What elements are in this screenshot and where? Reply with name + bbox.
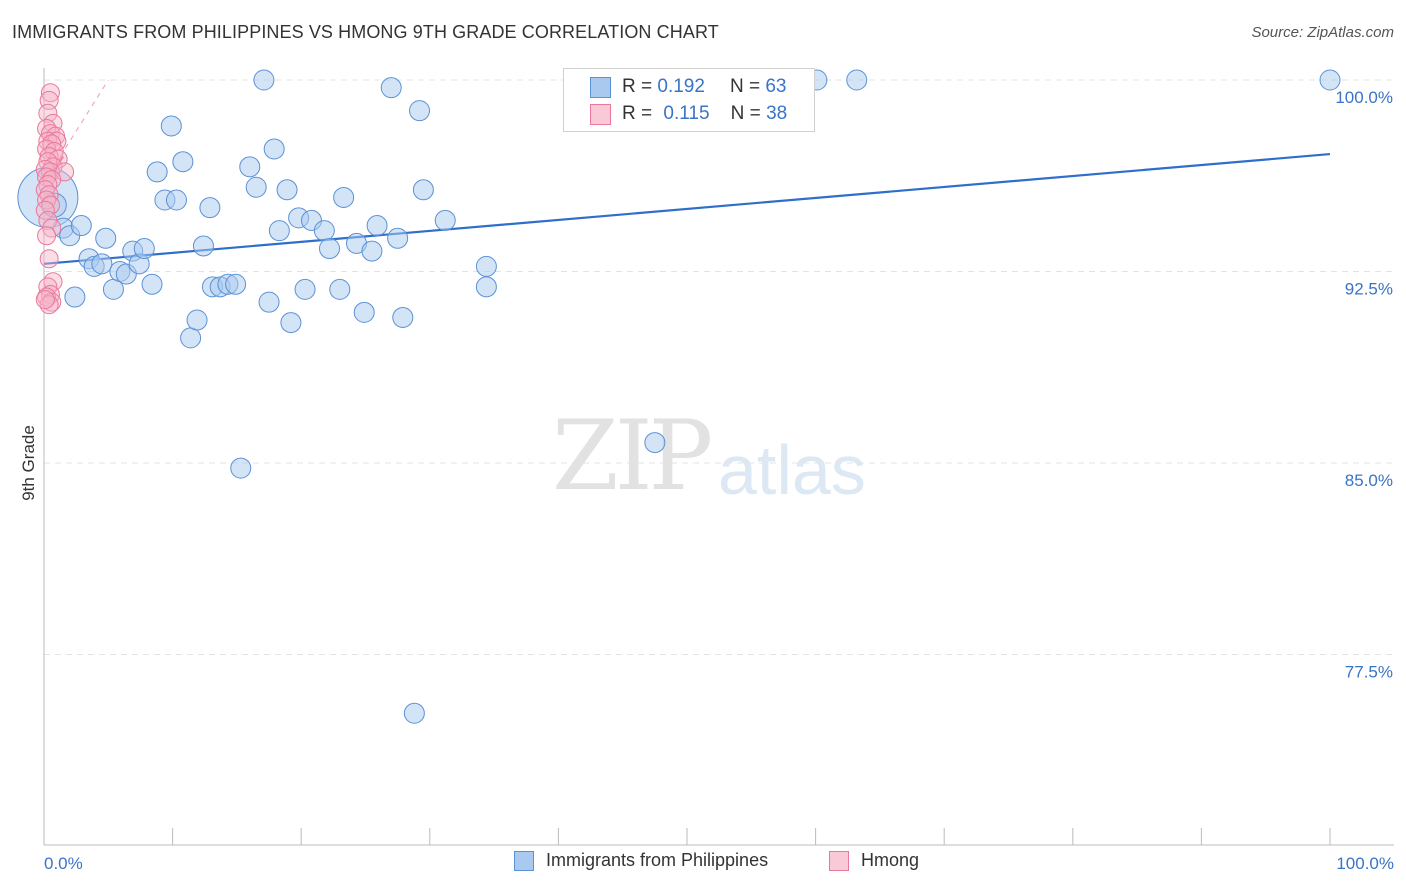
point-philippines <box>387 227 409 249</box>
legend-r-label: R = <box>622 76 653 97</box>
point-philippines <box>192 235 214 257</box>
point-philippines <box>333 186 355 208</box>
point-philippines <box>91 253 113 275</box>
point-hmong <box>42 170 62 190</box>
point-philippines <box>141 273 163 295</box>
point-philippines <box>70 215 92 237</box>
point-philippines <box>353 301 375 323</box>
legend-row-hmong: R = 0.115 N = 38 <box>622 102 787 126</box>
legend-label-hmong: Hmong <box>861 850 920 870</box>
point-philippines <box>239 156 261 178</box>
y-axis-label: 9th Grade <box>19 425 38 501</box>
source-label: Source: ZipAtlas.com <box>1251 24 1394 41</box>
point-philippines <box>95 227 117 249</box>
legend-r-value: 0.115 <box>663 103 710 124</box>
point-philippines <box>1319 69 1341 91</box>
watermark-zip: ZIP <box>552 400 713 512</box>
point-philippines <box>475 255 497 277</box>
legend-n-value: 63 <box>765 76 787 97</box>
point-hmong <box>40 83 60 103</box>
point-philippines <box>225 273 247 295</box>
trend-line-philippines <box>43 152 1331 265</box>
legend-swatch-blue <box>590 77 611 98</box>
legend-swatch-blue <box>514 850 534 871</box>
point-philippines <box>199 197 221 219</box>
point-philippines <box>180 327 202 349</box>
point-philippines <box>318 238 340 260</box>
point-philippines <box>146 161 168 183</box>
point-philippines <box>294 278 316 300</box>
point-philippines <box>392 306 414 328</box>
series-legend: Immigrants from Philippines Hmong <box>0 850 1406 880</box>
point-philippines <box>361 240 383 262</box>
point-philippines <box>412 179 434 201</box>
point-philippines <box>329 278 351 300</box>
point-philippines <box>403 702 425 724</box>
point-philippines <box>263 138 285 160</box>
point-philippines <box>160 115 182 137</box>
legend-swatch-pink <box>590 104 611 125</box>
point-hmong <box>38 103 58 123</box>
point-philippines <box>133 238 155 260</box>
legend-item-hmong[interactable]: Hmong <box>829 850 919 871</box>
point-philippines <box>434 209 456 231</box>
point-hmong <box>40 195 60 215</box>
legend-n-label: N = <box>729 76 761 97</box>
data-points <box>17 69 1341 724</box>
point-philippines <box>366 215 388 237</box>
point-philippines <box>313 220 335 242</box>
legend-row-philippines: R = 0.192 N = 63 <box>622 75 786 99</box>
point-philippines <box>172 151 194 173</box>
legend-label-philippines: Immigrants from Philippines <box>546 850 769 870</box>
point-philippines <box>268 220 290 242</box>
point-hmong <box>35 290 55 310</box>
trend-line-dashed-hmong <box>43 79 109 183</box>
point-philippines <box>245 176 267 198</box>
point-philippines <box>280 312 302 334</box>
x-tick-label: 100.0% <box>1336 854 1394 873</box>
point-philippines <box>258 291 280 313</box>
point-hmong <box>39 249 59 269</box>
point-hmong <box>40 124 60 144</box>
legend-swatch-pink <box>829 850 849 871</box>
point-philippines <box>165 189 187 211</box>
correlation-legend: R = 0.192 N = 63 R = 0.115 N = 38 <box>563 68 815 132</box>
point-philippines <box>846 69 868 91</box>
point-philippines <box>380 77 402 99</box>
point-philippines <box>253 69 275 91</box>
chart-title: IMMIGRANTS FROM PHILIPPINES VS HMONG 9TH… <box>12 22 719 42</box>
point-hmong <box>35 180 55 200</box>
point-philippines <box>475 276 497 298</box>
point-philippines <box>186 309 208 331</box>
point-philippines <box>644 432 666 454</box>
point-hmong <box>35 159 55 179</box>
point-hmong <box>37 190 57 210</box>
point-hmong <box>39 185 59 205</box>
legend-r-value: 0.192 <box>657 76 705 97</box>
legend-item-philippines[interactable]: Immigrants from Philippines <box>514 850 768 871</box>
y-tick-label: 77.5% <box>1345 663 1393 682</box>
legend-r-label: R = <box>622 103 653 124</box>
point-philippines <box>276 179 298 201</box>
watermark-atlas: atlas <box>718 431 866 509</box>
point-hmong <box>38 175 58 195</box>
point-philippines <box>230 457 252 479</box>
x-tick-labels: 0.0% 100.0% <box>44 854 1394 873</box>
legend-n-value: 38 <box>766 103 788 124</box>
point-hmong <box>39 295 59 315</box>
point-hmong <box>37 226 57 246</box>
point-philippines <box>64 286 86 308</box>
y-tick-labels: 100.0% 92.5% 85.0% 77.5% <box>1335 88 1393 682</box>
y-tick-label: 85.0% <box>1345 471 1393 490</box>
y-tick-label: 92.5% <box>1345 280 1393 299</box>
legend-n-label: N = <box>730 103 761 124</box>
point-hmong <box>40 162 60 182</box>
point-philippines <box>409 100 431 122</box>
x-tick-label: 0.0% <box>44 854 83 873</box>
y-tick-label: 100.0% <box>1335 88 1393 107</box>
